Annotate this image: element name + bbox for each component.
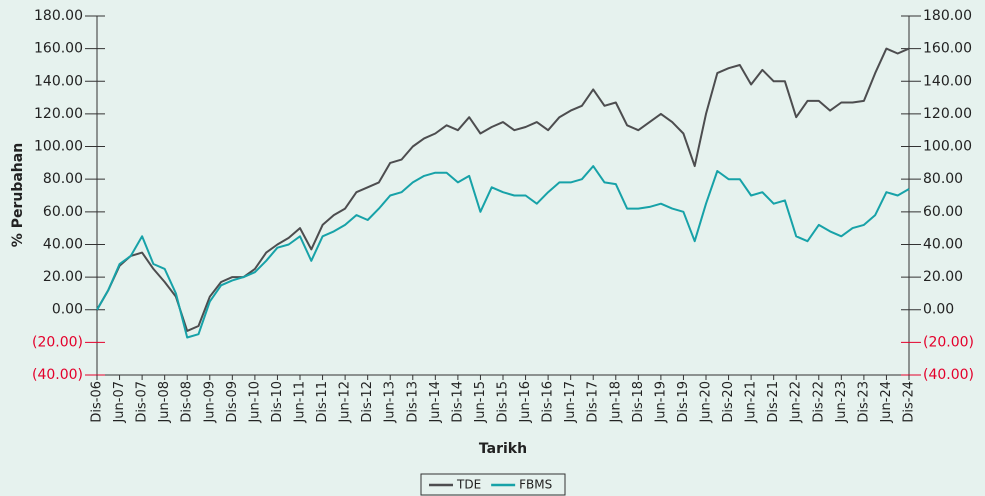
y2-tick-label: 40.00 [923,236,963,252]
x-tick-label: Jun-21 [744,381,759,424]
x-tick-label: Jun-17 [563,381,578,424]
series-line [96,47,910,332]
x-tick-label: Dis-07 [135,381,150,423]
x-tick-label: Dis-13 [405,381,420,423]
x-tick-label: Dis-12 [360,381,375,423]
x-tick-label: Jun-16 [518,381,533,424]
x-tick-label: Jun-20 [699,381,714,424]
x-tick-label: Dis-19 [676,381,691,423]
x-tick-label: Jun-15 [473,381,488,424]
y-tick-label: 180.00 [34,8,83,24]
x-tick-label: Jun-23 [834,381,849,424]
y-tick-label: 40.00 [43,236,83,252]
x-tick-label: Dis-16 [541,381,556,423]
x-tick-label: Dis-21 [766,381,781,423]
y-tick-label: 140.00 [34,73,83,89]
x-tick-label: Dis-14 [450,381,465,423]
y-tick-label: 0.00 [52,302,83,318]
x-tick-label: Dis-22 [811,381,826,423]
x-tick-label: Dis-06 [90,381,105,423]
x-tick-label: Dis-24 [902,381,917,423]
x-tick-label: Dis-08 [180,381,195,423]
x-tick-label: Jun-08 [157,381,172,424]
y2-tick-label: 60.00 [923,204,963,220]
x-tick-label: Jun-18 [608,381,623,424]
x-tick-label: Jun-12 [338,381,353,424]
x-tick-label: Jun-19 [653,381,668,424]
y-tick-label: 60.00 [43,204,83,220]
y2-tick-label: 0.00 [923,302,954,318]
x-tick-label: Jun-24 [879,381,894,424]
x-tick-label: Jun-22 [789,381,804,424]
legend-label: FBMS [519,478,552,492]
x-tick-label: Dis-23 [856,381,871,423]
y-tick-label: 120.00 [34,106,83,122]
x-tick-label: Dis-15 [496,381,511,423]
x-tick-label: Dis-18 [631,381,646,423]
y2-tick-label: 180.00 [923,8,972,24]
y-tick-label: (20.00) [32,334,83,350]
x-tick-label: Dis-09 [225,381,240,423]
x-tick-label: Jun-14 [428,381,443,424]
y-axis-title: % Perubahan [10,143,26,247]
y-tick-label: 20.00 [43,269,83,285]
y2-tick-label: (20.00) [923,334,974,350]
y2-tick-label: (40.00) [923,367,974,383]
y2-tick-label: 120.00 [923,106,972,122]
y-tick-label: 100.00 [34,139,83,155]
x-tick-label: Jun-09 [202,381,217,424]
x-tick-label: Dis-20 [721,381,736,423]
legend-box [420,473,566,496]
x-tick-label: Jun-11 [293,381,308,424]
series-line [96,165,910,339]
y2-tick-label: 80.00 [923,171,963,187]
x-tick-label: Jun-10 [247,381,262,424]
y-tick-label: (40.00) [32,367,83,383]
x-tick-label: Dis-17 [586,381,601,423]
y2-tick-label: 140.00 [923,73,972,89]
y2-tick-label: 100.00 [923,139,972,155]
x-axis-title: Tarikh [479,441,527,457]
y2-tick-label: 20.00 [923,269,963,285]
x-tick-label: Jun-13 [383,381,398,424]
x-tick-label: Dis-10 [270,381,285,423]
y-tick-label: 80.00 [43,171,83,187]
x-tick-label: Jun-07 [112,381,127,424]
y-tick-label: 160.00 [34,41,83,57]
legend-label: TDE [456,478,481,492]
y2-tick-label: 160.00 [923,41,972,57]
x-tick-label: Dis-11 [315,381,330,423]
